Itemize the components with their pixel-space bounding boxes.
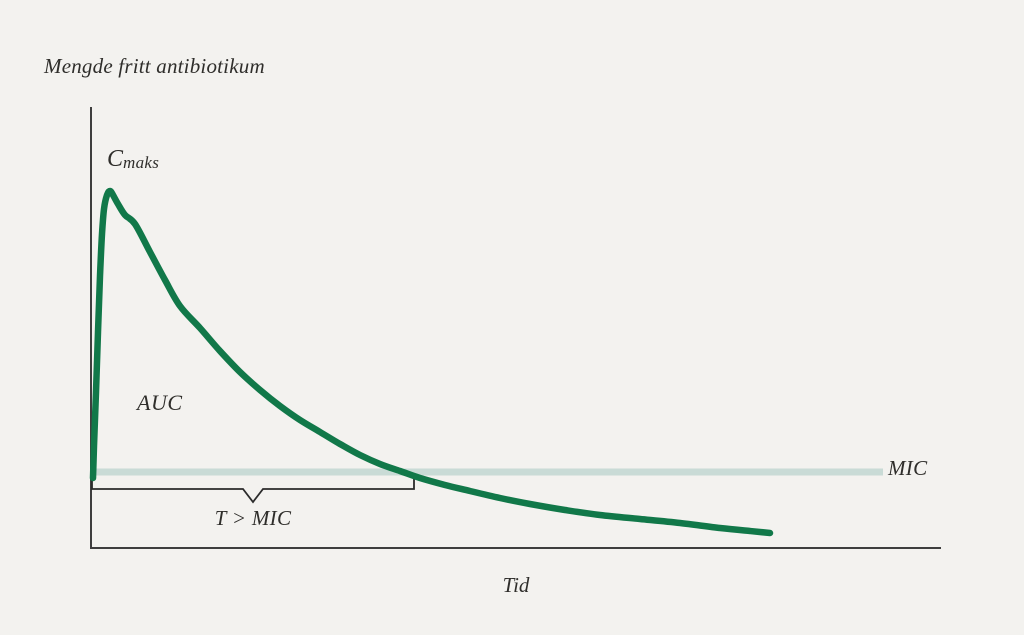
cmax-annotation: Cmaks (107, 146, 159, 173)
t-above-mic-bracket (91, 479, 415, 504)
cmax-annotation-subscript: maks (123, 153, 160, 172)
mic-line-label: MIC (888, 456, 928, 480)
t-above-mic-annotation: T > MIC (214, 506, 292, 530)
x-axis-label: Tid (502, 573, 530, 597)
concentration-curve (89, 187, 774, 537)
cmax-annotation-main: C (107, 146, 124, 172)
auc-annotation: AUC (137, 390, 183, 415)
y-axis-label: Mengde fritt antibiotikum (44, 54, 265, 78)
